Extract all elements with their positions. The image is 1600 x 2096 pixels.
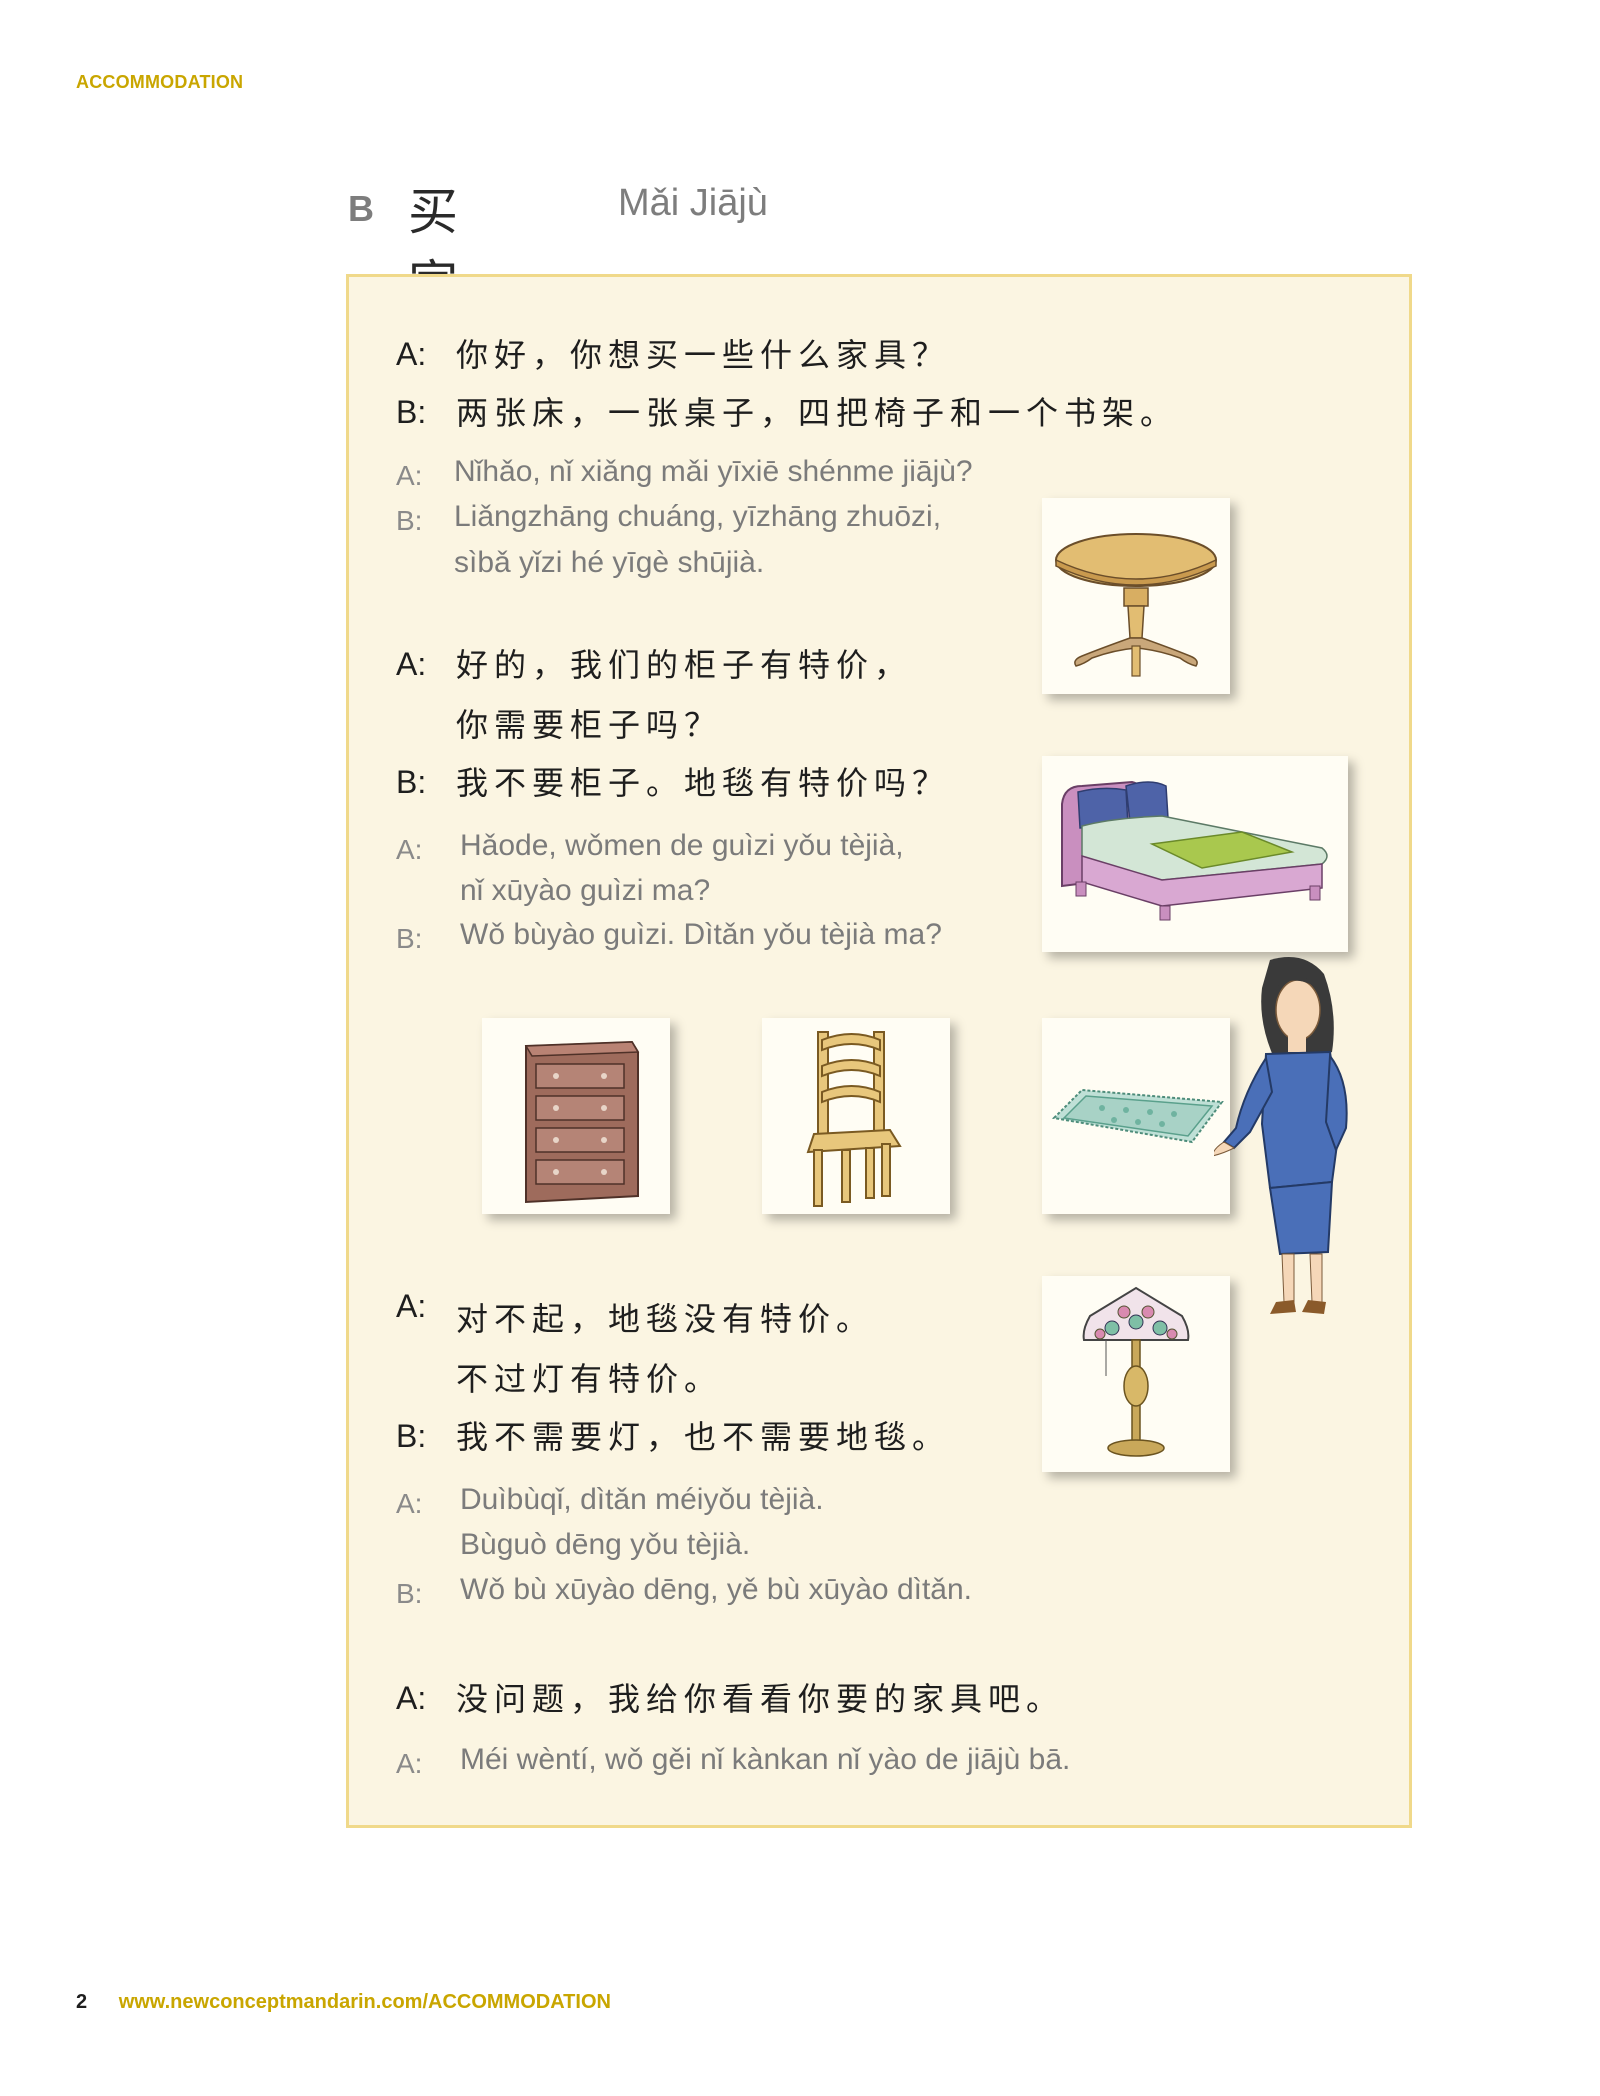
line-5-chinese-1: 对不起，地毯没有特价。: [456, 1300, 875, 1338]
line-5-pinyin-1: Duìbùqǐ, dìtǎn méiyǒu tèjià.: [460, 1483, 824, 1516]
chair-image: [762, 1018, 950, 1214]
line-2-pinyin-1: Liǎngzhāng chuáng, yīzhāng zhuōzi,: [454, 500, 942, 533]
speaker-b: B:: [396, 1578, 423, 1609]
line-1-pinyin: Nǐhǎo, nǐ xiǎng mǎi yīxiē shénme jiājù?: [454, 455, 973, 488]
rug-image: [1042, 1018, 1230, 1214]
line-6-pinyin: Wǒ bù xūyào dēng, yě bù xūyào dìtǎn.: [460, 1573, 973, 1606]
line-5-pinyin-2: Bùguò dēng yǒu tèjià.: [460, 1528, 751, 1561]
section-letter: B: [348, 188, 374, 229]
speaker-a: A:: [396, 336, 427, 372]
speaker-a: A:: [396, 646, 427, 682]
line-5-chinese-2: 不过灯有特价。: [456, 1360, 723, 1398]
line-2-pinyin-2: sìbǎ yǐzi hé yīgè shūjià.: [454, 546, 765, 579]
footer-url[interactable]: www.newconceptmandarin.com/ACCOMMODATION: [118, 1991, 611, 2013]
header-label: ACCOMMODATION: [76, 72, 244, 92]
speaker-a: A:: [396, 460, 423, 491]
speaker-b: B:: [396, 1418, 427, 1454]
line-2-chinese: 两张床，一张桌子，四把椅子和一个书架。: [456, 394, 1179, 432]
speaker-a: A:: [396, 1680, 427, 1716]
line-1-chinese: 你好，你想买一些什么家具？: [456, 336, 951, 374]
line-7-chinese: 没问题，我给你看看你要的家具吧。: [456, 1680, 1065, 1718]
speaker-b: B:: [396, 394, 427, 430]
speaker-a: A:: [396, 1748, 423, 1779]
speaker-a: A:: [396, 1288, 427, 1324]
line-6-chinese: 我不需要灯，也不需要地毯。: [456, 1418, 951, 1456]
line-3-pinyin-1: Hǎode, wǒmen de guìzi yǒu tèjià,: [460, 829, 904, 862]
line-3-chinese-1: 好的，我们的柜子有特价，: [456, 646, 913, 684]
speaker-a: A:: [396, 1488, 423, 1519]
line-3-pinyin-2: nǐ xūyào guìzi ma?: [460, 874, 711, 907]
page-number: 2: [76, 1991, 88, 2013]
lamp-image: [1042, 1276, 1230, 1472]
line-4-chinese: 我不要柜子。地毯有特价吗？: [456, 764, 951, 802]
line-7-pinyin: Méi wèntí, wǒ gěi nǐ kànkan nǐ yào de ji…: [460, 1743, 1071, 1776]
speaker-b: B:: [396, 764, 427, 800]
footer: 2 www.newconceptmandarin.com/ACCOMMODATI…: [76, 1991, 611, 2014]
line-4-pinyin: Wǒ bùyào guìzi. Dìtǎn yǒu tèjià ma?: [460, 918, 942, 951]
line-3-chinese-2: 你需要柜子吗？: [456, 706, 723, 744]
saleswoman-image: [1211, 952, 1360, 1326]
speaker-b: B:: [396, 505, 423, 536]
bed-image: [1042, 756, 1348, 952]
speaker-a: A:: [396, 834, 423, 865]
cabinet-image: [482, 1018, 670, 1214]
speaker-b: B:: [396, 923, 423, 954]
section-title-pinyin: Mǎi Jiājù: [618, 182, 768, 224]
table-image: [1042, 498, 1230, 694]
